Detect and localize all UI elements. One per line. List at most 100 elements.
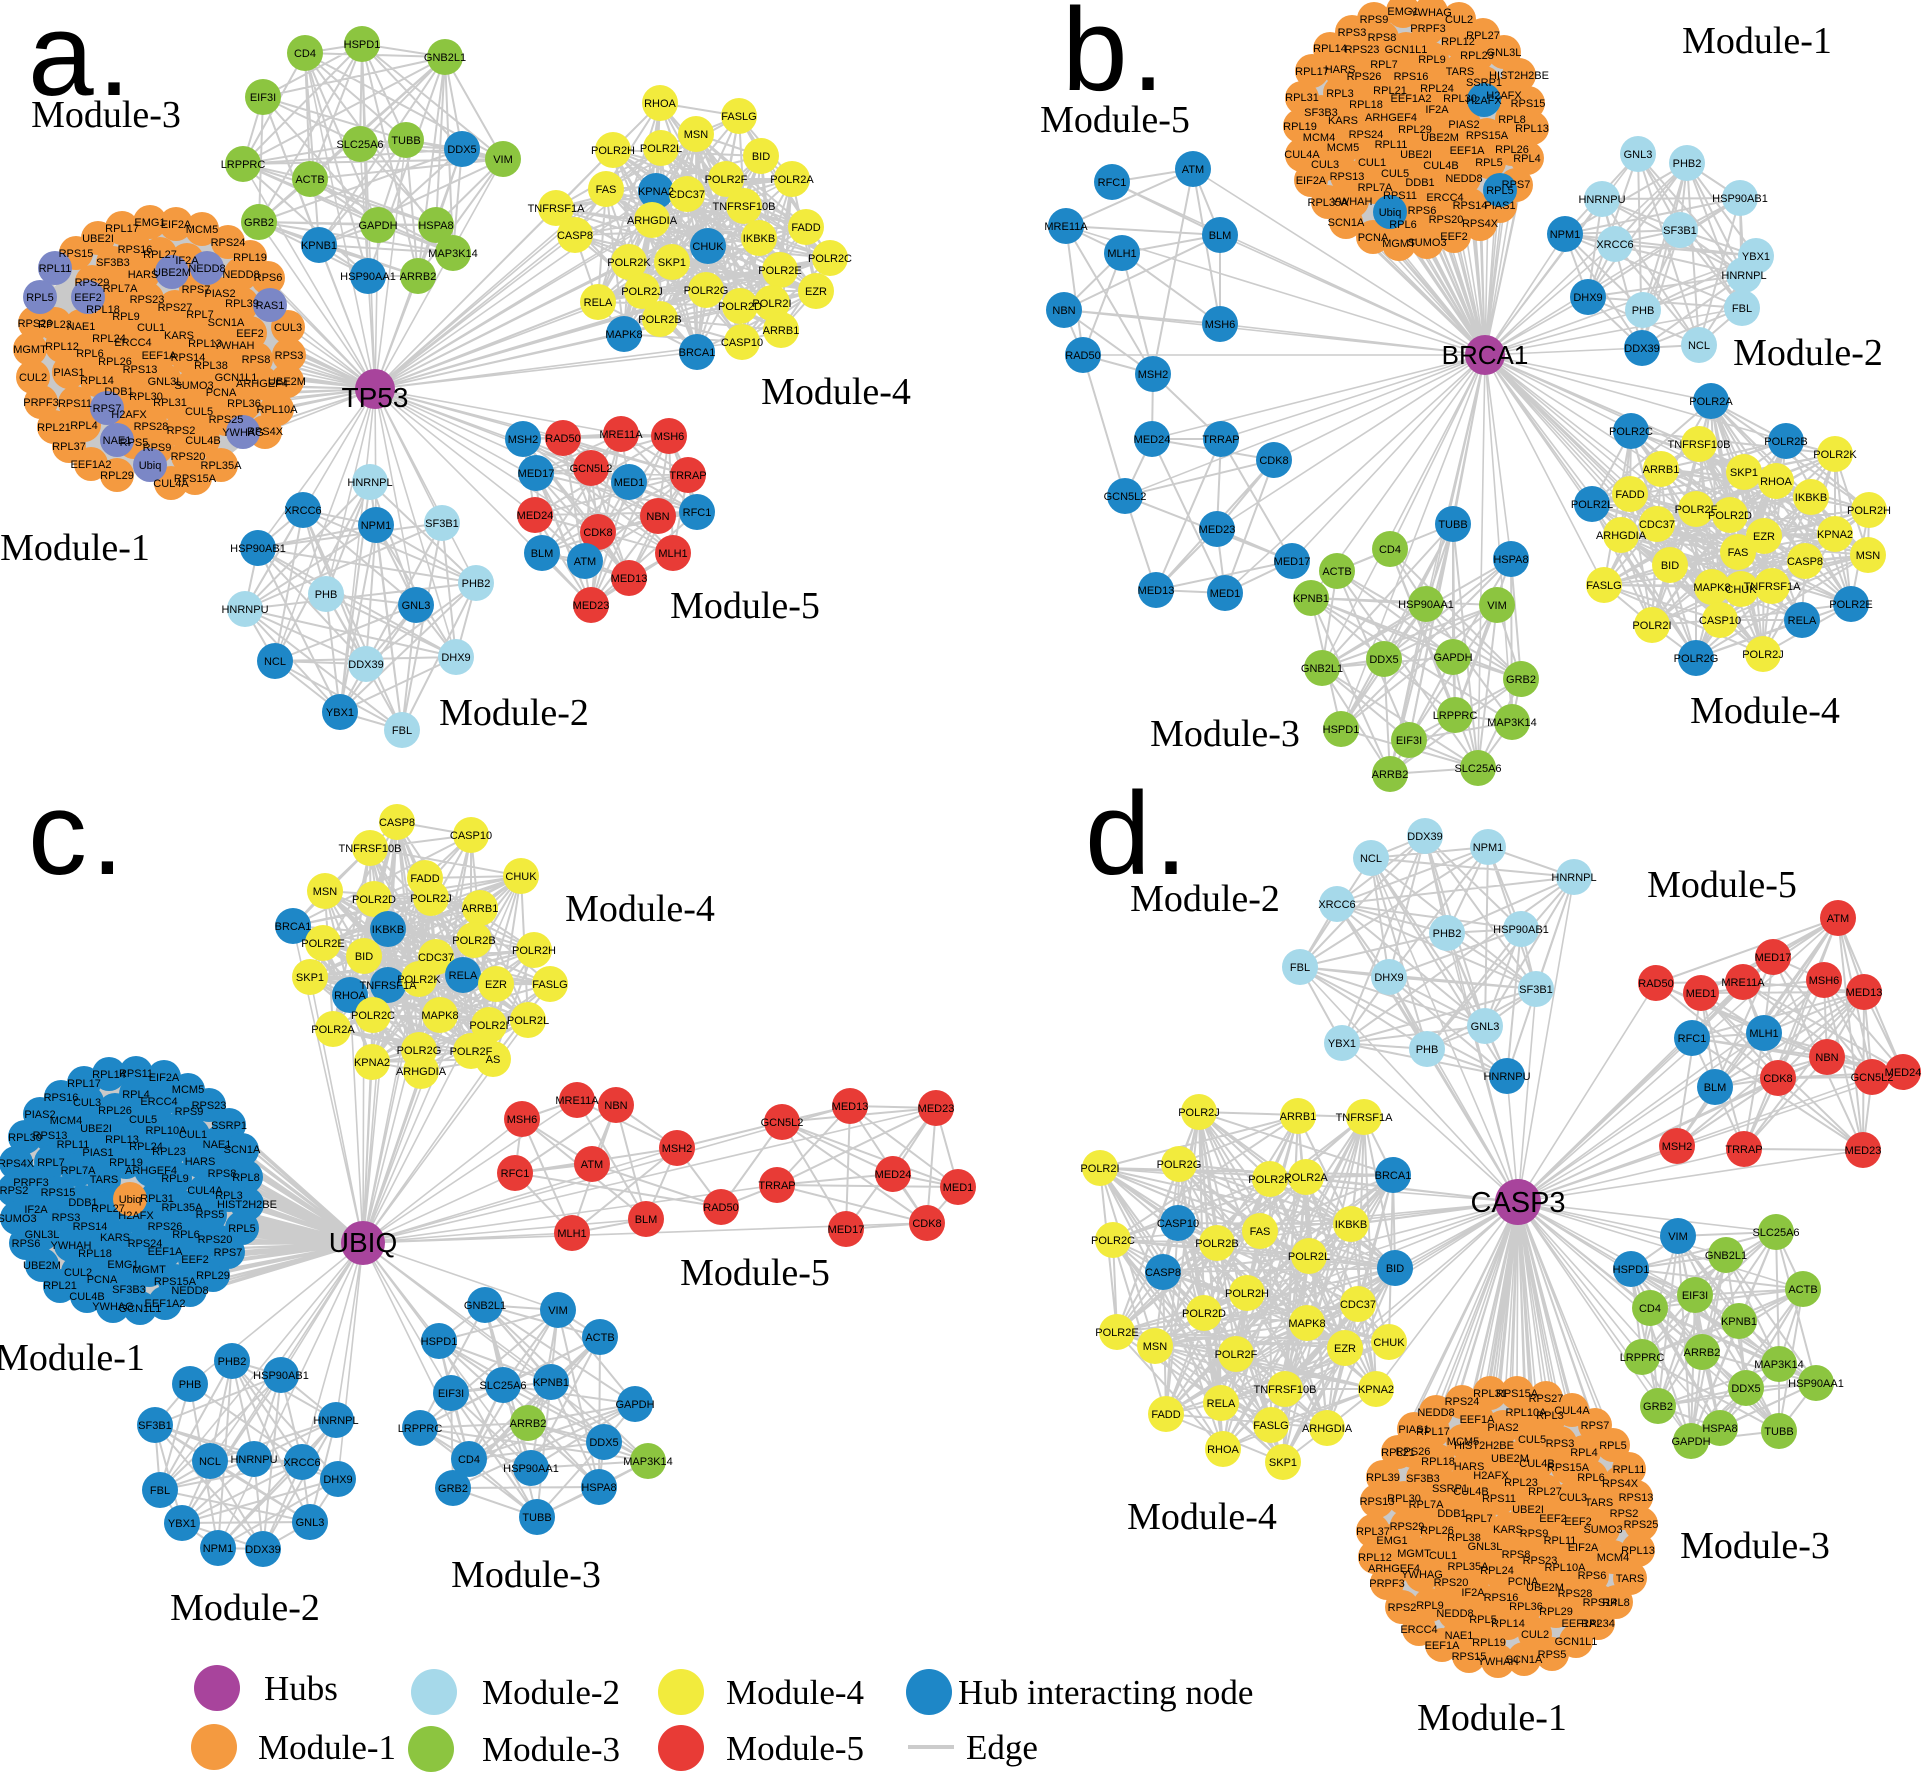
svg-text:Module-4: Module-4 [761,371,911,413]
svg-text:RPS23: RPS23 [1345,44,1380,56]
svg-text:Module-1: Module-1 [0,1337,145,1379]
svg-text:PIAS2: PIAS2 [204,288,235,300]
svg-text:TARS: TARS [1585,1497,1614,1509]
svg-text:SF3B3: SF3B3 [96,257,130,269]
svg-text:Module-2: Module-2 [1733,332,1883,374]
svg-text:NPM1: NPM1 [203,1543,234,1555]
svg-text:GCN5L2: GCN5L2 [1851,1072,1894,1084]
svg-text:POLR2K: POLR2K [607,257,651,269]
svg-text:RPS5: RPS5 [196,1209,225,1221]
svg-text:RPL9: RPL9 [112,311,140,323]
svg-text:MED13: MED13 [832,1101,869,1113]
svg-text:RPL29: RPL29 [1539,1606,1573,1618]
svg-text:PHB: PHB [1416,1044,1439,1056]
svg-text:HIST2H2BE: HIST2H2BE [217,1199,277,1211]
svg-text:PCNA: PCNA [87,1274,118,1286]
svg-text:IF2A: IF2A [175,255,199,267]
svg-text:CUL3: CUL3 [1311,159,1339,171]
svg-text:POLR2A: POLR2A [770,174,814,186]
svg-text:XRCC6: XRCC6 [283,1457,320,1469]
svg-text:RPL4: RPL4 [1570,1447,1598,1459]
svg-text:IKBKB: IKBKB [1795,492,1827,504]
svg-text:PIAS2: PIAS2 [24,1109,55,1121]
svg-text:RPL13: RPL13 [1621,1545,1655,1557]
svg-text:Module-2: Module-2 [439,692,589,734]
svg-text:MGMT: MGMT [13,344,47,356]
svg-text:ERCC4: ERCC4 [1400,1624,1437,1636]
svg-text:CUL4B: CUL4B [185,435,220,447]
svg-text:BLM: BLM [635,1214,658,1226]
svg-text:EZR: EZR [1753,531,1775,543]
svg-text:BID: BID [752,151,770,163]
svg-text:NEDD8: NEDD8 [1417,1407,1454,1419]
svg-text:HSP90AA1: HSP90AA1 [1788,1378,1844,1390]
svg-text:RPL36: RPL36 [227,398,261,410]
svg-text:SSRP1: SSRP1 [1432,1483,1468,1495]
svg-text:RPL11: RPL11 [1544,1535,1577,1547]
svg-text:RPL24: RPL24 [92,333,126,345]
svg-text:SCN1A: SCN1A [1506,1654,1543,1666]
svg-text:GRB2: GRB2 [1506,674,1536,686]
svg-text:FADD: FADD [791,222,820,234]
svg-text:KPNB1: KPNB1 [301,240,337,252]
svg-text:Module-5: Module-5 [1647,864,1797,906]
svg-text:RPL23: RPL23 [152,1146,186,1158]
svg-text:MSN: MSN [313,886,338,898]
svg-text:RELA: RELA [449,970,478,982]
svg-text:HSP90AB1: HSP90AB1 [253,1370,309,1382]
svg-text:ARHGDIA: ARHGDIA [1302,1423,1353,1435]
svg-text:RPL29: RPL29 [196,1270,230,1282]
svg-text:EIF2A: EIF2A [161,219,192,231]
svg-text:GNB2L1: GNB2L1 [1705,1250,1747,1262]
svg-text:ARRB1: ARRB1 [763,325,800,337]
svg-text:H2AFX: H2AFX [1466,95,1502,107]
svg-text:ERCC4: ERCC4 [140,1096,177,1108]
svg-text:CUL4A: CUL4A [1554,1405,1590,1417]
svg-text:CUL1: CUL1 [1358,157,1386,169]
svg-text:SCN1A: SCN1A [208,317,245,329]
svg-text:EEF1A: EEF1A [148,1246,184,1258]
svg-text:Hub interacting node: Hub interacting node [958,1673,1253,1712]
svg-text:RPS14: RPS14 [171,352,206,364]
svg-text:GCN5L2: GCN5L2 [1104,491,1147,503]
svg-text:CASP8: CASP8 [1787,556,1823,568]
svg-text:RPS27: RPS27 [158,302,193,314]
svg-text:Module-5: Module-5 [1040,99,1190,141]
svg-text:UBE2M: UBE2M [23,1260,61,1272]
svg-text:CDK8: CDK8 [1259,455,1288,467]
svg-text:PIAS2: PIAS2 [1448,119,1479,131]
svg-text:GNL3L: GNL3L [1487,47,1522,59]
svg-text:UBE2M: UBE2M [268,376,306,388]
svg-text:RPS4X: RPS4X [247,426,284,438]
svg-text:EEF2: EEF2 [1440,231,1468,243]
svg-text:POLR2C: POLR2C [808,253,852,265]
svg-text:RFC1: RFC1 [1678,1033,1707,1045]
svg-text:TNFRSF1A: TNFRSF1A [528,203,586,215]
svg-text:RPL10A: RPL10A [1506,1407,1548,1419]
svg-text:SUMO3: SUMO3 [1407,237,1446,249]
svg-text:KARS: KARS [164,330,194,342]
svg-text:GNB2L1: GNB2L1 [464,1300,506,1312]
svg-text:Module-1: Module-1 [1682,20,1832,62]
svg-text:POLR2F: POLR2F [1675,504,1718,516]
svg-text:ARRB2: ARRB2 [1372,769,1409,781]
svg-text:MED23: MED23 [918,1103,955,1115]
svg-text:RPS26: RPS26 [1347,71,1382,83]
svg-text:RPL35A: RPL35A [1308,197,1350,209]
svg-text:RPS15: RPS15 [1452,1651,1487,1663]
svg-text:DDX5: DDX5 [1731,1383,1760,1395]
svg-text:EIF2A: EIF2A [149,1072,180,1084]
svg-text:NEDD8: NEDD8 [1445,173,1482,185]
svg-text:MSH6: MSH6 [1205,319,1236,331]
svg-text:RPL17: RPL17 [67,1078,101,1090]
svg-text:RPL23: RPL23 [1460,50,1494,62]
svg-text:RPL12: RPL12 [45,341,79,353]
svg-text:TARS: TARS [1446,66,1475,78]
svg-text:HNRNPL: HNRNPL [347,477,392,489]
svg-text:EEF1A: EEF1A [1460,1414,1496,1426]
svg-text:RPL13: RPL13 [105,1134,139,1146]
svg-text:RPL27: RPL27 [1528,1486,1562,1498]
svg-text:RHOA: RHOA [644,98,676,110]
svg-text:BID: BID [1661,560,1679,572]
svg-text:POLR2K: POLR2K [1248,1174,1292,1186]
